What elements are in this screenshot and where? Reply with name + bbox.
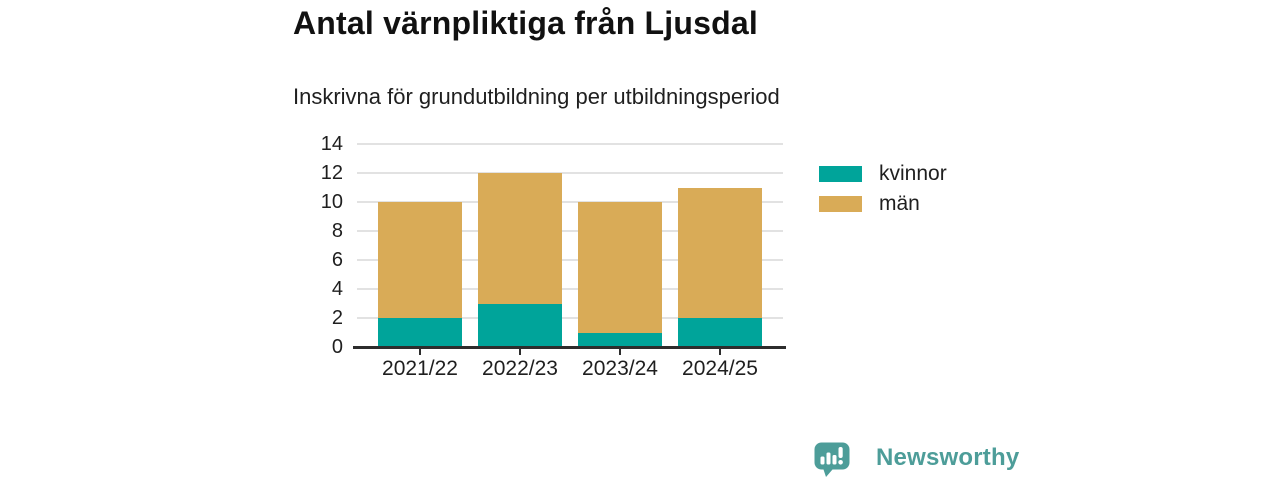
y-tick-label: 12	[320, 162, 343, 184]
x-axis-tick	[419, 349, 421, 355]
x-axis-line	[353, 345, 786, 349]
y-tick-label: 2	[331, 307, 343, 329]
stacked-bar	[578, 202, 662, 347]
bar-segment-kvinnor	[678, 318, 762, 347]
x-tick-label: 2021/22	[382, 357, 458, 380]
bars-row: 2021/22 2022/23 2023/24 2024/25	[370, 144, 770, 380]
stacked-bar	[378, 202, 462, 347]
bar-segment-män	[378, 202, 462, 318]
bar-column: 2021/22	[370, 144, 470, 380]
bar-column: 2023/24	[570, 144, 670, 380]
gridline	[357, 172, 783, 174]
gridline	[357, 317, 783, 319]
legend-label: kvinnor	[879, 162, 947, 185]
bar-segment-män	[578, 202, 662, 333]
brand-name: Newsworthy	[876, 444, 1020, 471]
y-tick-label: 8	[331, 220, 343, 242]
bar-segment-kvinnor	[578, 332, 662, 347]
gridline	[357, 230, 783, 232]
stacked-bar	[478, 173, 562, 347]
x-tick-label: 2023/24	[582, 357, 658, 380]
y-tick-label: 6	[331, 249, 343, 271]
bar-segment-män	[478, 173, 562, 304]
x-axis-tick	[619, 349, 621, 355]
gridline	[357, 259, 783, 261]
x-axis-tick	[719, 349, 721, 355]
legend-item: män	[819, 192, 947, 216]
y-tick-label: 0	[331, 336, 343, 358]
y-axis-labels: 0 2 4 6 8 10 12 14	[270, 134, 343, 357]
stacked-bar	[678, 187, 762, 347]
plot-area: 2021/22 2022/23 2023/24 2024/25	[353, 143, 786, 380]
bar-segment-män	[678, 187, 762, 318]
gridline	[357, 143, 783, 145]
gridline	[357, 201, 783, 203]
newsworthy-logo-icon	[814, 442, 850, 478]
gridline	[357, 288, 783, 290]
y-tick-label: 4	[331, 278, 343, 300]
legend-swatch-män	[819, 196, 862, 212]
bar-segment-kvinnor	[378, 318, 462, 347]
x-tick-label: 2024/25	[682, 357, 758, 380]
x-tick-label: 2022/23	[482, 357, 558, 380]
legend-label: män	[879, 192, 920, 215]
legend: kvinnor män	[819, 162, 947, 216]
legend-item: kvinnor	[819, 162, 947, 186]
x-axis-tick	[519, 349, 521, 355]
chart-title: Antal värnpliktiga från Ljusdal	[293, 5, 758, 41]
bar-column: 2022/23	[470, 144, 570, 380]
bar-segment-kvinnor	[478, 303, 562, 347]
y-tick-label: 14	[320, 133, 343, 155]
bar-column: 2024/25	[670, 144, 770, 380]
brand-footer: Newsworthy	[814, 442, 1019, 478]
legend-swatch-kvinnor	[819, 166, 862, 182]
chart-subtitle: Inskrivna för grundutbildning per utbild…	[293, 84, 780, 109]
y-tick-label: 10	[320, 191, 343, 213]
gridline-layer	[357, 143, 783, 347]
